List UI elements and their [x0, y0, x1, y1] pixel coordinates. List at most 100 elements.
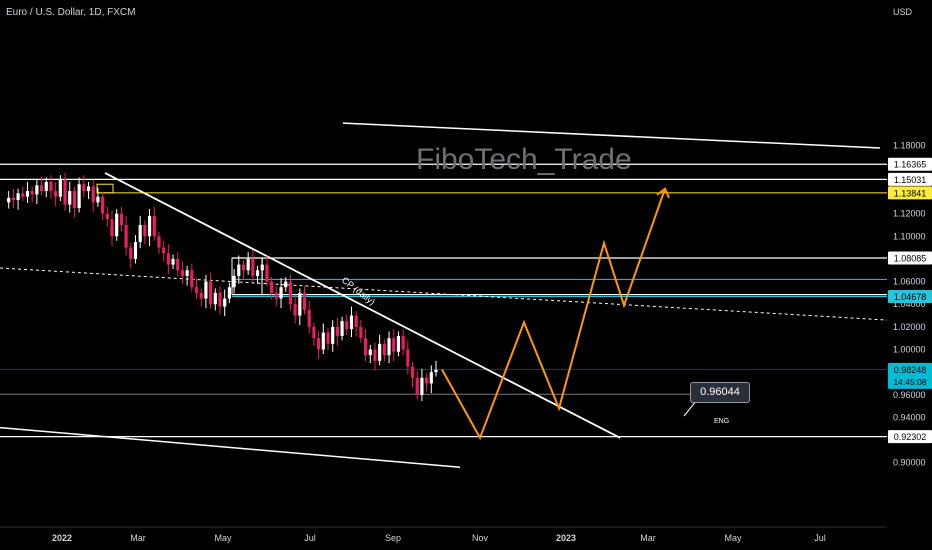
candle-body — [392, 338, 396, 352]
candle-body — [30, 191, 34, 195]
candle-body — [368, 349, 372, 356]
candle-body — [91, 186, 95, 203]
price-callout[interactable]: 0.96044 — [690, 382, 750, 403]
candle-body — [82, 184, 86, 192]
candle-body — [54, 191, 58, 197]
price-tag-label: 1.16365 — [894, 160, 927, 170]
price-tag — [888, 172, 932, 186]
candle-body — [143, 224, 147, 237]
symbol-title: Euro / U.S. Dollar, 1D, FXCM — [6, 7, 136, 18]
price-tag — [888, 251, 932, 265]
candle-body — [387, 338, 391, 356]
y-tick-label: 1.12000 — [893, 209, 926, 219]
y-tick-label: 0.94000 — [893, 412, 926, 422]
price-tag-label: 1.13841 — [894, 188, 927, 198]
countdown-label: 14:45:08 — [893, 377, 926, 387]
x-tick-label: Jul — [814, 533, 826, 543]
price-tag — [888, 186, 932, 200]
price-tag-label: 1.08085 — [894, 253, 927, 263]
candle-body — [335, 326, 339, 336]
candle-body — [77, 184, 81, 208]
trendline-dashed-trend — [0, 267, 888, 321]
candle-body — [68, 191, 72, 205]
candle-body — [279, 287, 283, 299]
candle-body — [7, 197, 11, 203]
highlight-box — [96, 183, 114, 194]
currency-label: USD — [893, 7, 913, 17]
y-tick-label: 1.06000 — [893, 277, 926, 287]
candle-body — [119, 213, 123, 225]
trendline-main-downtrend — [104, 172, 621, 439]
price-tag — [888, 362, 932, 389]
candle-body — [382, 343, 386, 356]
candle-body — [44, 181, 48, 192]
candle-body — [72, 191, 77, 208]
price-tag-label: 0.98248 — [894, 365, 927, 375]
candle-body — [124, 224, 128, 248]
candle-body — [129, 247, 133, 259]
price-tag — [888, 430, 932, 444]
candle-body — [133, 241, 138, 259]
candle-body — [396, 335, 401, 352]
candle-body — [157, 236, 161, 248]
watermark-text: FiboTech_Trade — [416, 143, 632, 176]
x-tick-label: May — [214, 533, 232, 543]
candle-body — [378, 343, 382, 361]
candle-body — [105, 213, 109, 220]
candle-body — [49, 181, 53, 192]
candle-body — [251, 258, 255, 276]
candle-body — [345, 321, 349, 330]
x-tick-label: Jul — [304, 533, 316, 543]
candle-body — [255, 270, 260, 276]
candle-body — [147, 215, 152, 237]
candle-body — [190, 270, 194, 288]
candle-body — [434, 369, 438, 373]
projection-path — [441, 188, 666, 441]
price-tag — [888, 290, 932, 304]
candle-body — [317, 338, 321, 350]
candle-body — [349, 315, 354, 330]
candle-body — [425, 377, 429, 384]
candle-body — [227, 287, 231, 299]
candle-body — [410, 366, 415, 378]
price-tag-label: 1.04678 — [894, 292, 927, 302]
y-tick-label: 0.96000 — [893, 390, 926, 400]
price-tag-label: 1.15031 — [894, 175, 927, 185]
candle-body — [302, 292, 307, 310]
x-tick-label: May — [724, 533, 742, 543]
price-tag-label: 0.92302 — [894, 432, 927, 442]
candle-body — [288, 281, 293, 305]
candle-body — [218, 292, 222, 307]
candle-body — [35, 185, 39, 195]
candle-body — [101, 196, 105, 214]
candle-body — [232, 275, 236, 288]
y-tick-label: 1.10000 — [893, 231, 926, 241]
candle-body — [180, 270, 185, 276]
candle-body — [213, 292, 217, 305]
candle-body — [420, 377, 424, 395]
y-tick-label: 0.90000 — [893, 458, 926, 468]
candle-body — [359, 326, 363, 339]
y-tick-label: 1.04000 — [893, 299, 926, 309]
x-tick-label: 2023 — [556, 533, 576, 543]
candle-body — [298, 292, 302, 316]
candle-body — [321, 332, 325, 350]
candle-body — [176, 258, 180, 271]
candle-body — [11, 197, 15, 201]
candle-body — [209, 281, 213, 305]
trendline-upper-channel — [342, 122, 881, 149]
y-tick-label: 1.02000 — [893, 322, 926, 332]
candle-body — [331, 326, 335, 344]
y-tick-label: 1.00000 — [893, 345, 926, 355]
candle-body — [293, 304, 297, 316]
x-tick-label: Nov — [472, 533, 489, 543]
candle-body — [110, 219, 114, 237]
candle-body — [284, 281, 288, 288]
candle-body — [39, 185, 44, 192]
candle-body — [429, 372, 433, 384]
x-tick-label: Mar — [640, 533, 656, 543]
candle-body — [152, 215, 156, 237]
candle-body — [21, 193, 25, 197]
candle-body — [115, 213, 119, 237]
